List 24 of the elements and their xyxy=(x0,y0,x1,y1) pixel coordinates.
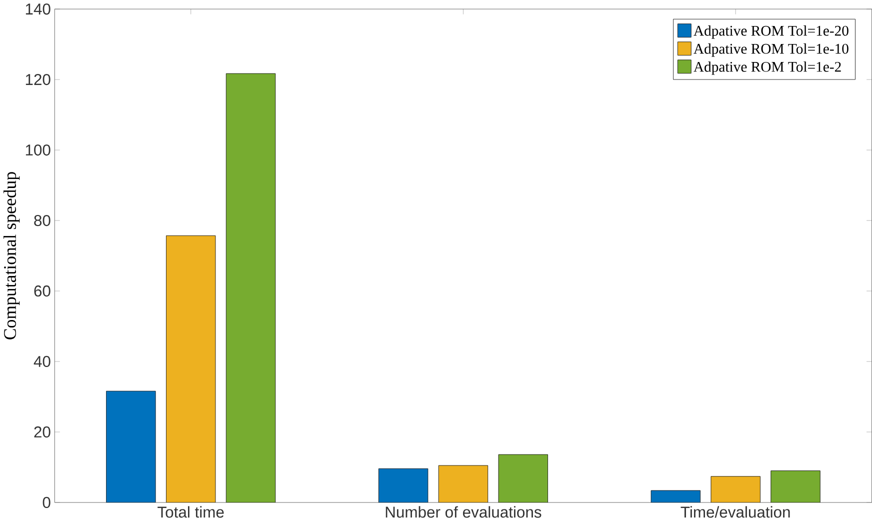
x-tick-label: Total time xyxy=(158,506,224,518)
x-tick-label: Number of evaluations xyxy=(386,506,542,518)
y-tick-label: 120 xyxy=(26,74,50,85)
y-tick-label: 140 xyxy=(26,3,50,15)
y-tick-label: 60 xyxy=(34,285,50,296)
legend-label: Adpative ROM Tol=1e-10 xyxy=(694,43,848,57)
bar xyxy=(710,476,760,502)
bar xyxy=(378,468,428,502)
y-tick-label: 80 xyxy=(34,214,50,226)
bar xyxy=(226,73,276,502)
legend-label: Adpative ROM Tol=1e-20 xyxy=(694,25,848,39)
legend-label: Adpative ROM Tol=1e-2 xyxy=(694,61,841,75)
bar xyxy=(498,454,548,502)
y-tick-label: 20 xyxy=(34,426,50,438)
bar xyxy=(650,490,701,502)
y-axis-title: Computational speedup xyxy=(3,172,20,340)
bar xyxy=(438,465,488,502)
y-tick-label: 0 xyxy=(42,496,50,508)
y-tick-label: 100 xyxy=(26,144,50,156)
y-tick-label: 40 xyxy=(34,356,50,367)
bar xyxy=(166,235,216,502)
bar xyxy=(770,470,820,502)
x-tick-label: Time/evaluation xyxy=(680,506,790,518)
bar xyxy=(106,390,156,502)
